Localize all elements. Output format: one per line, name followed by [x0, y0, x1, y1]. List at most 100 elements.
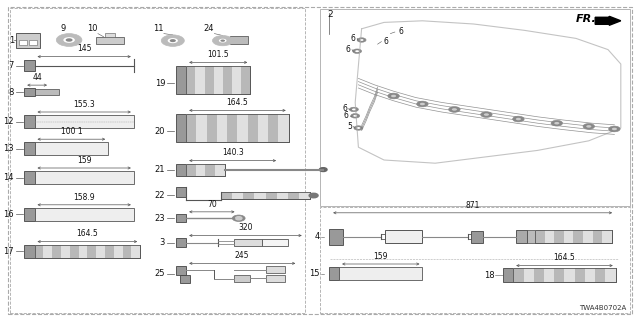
Circle shape [349, 107, 358, 112]
Bar [176, 266, 186, 275]
Circle shape [481, 112, 492, 117]
Circle shape [449, 107, 460, 112]
Bar [35, 245, 44, 258]
Circle shape [232, 215, 245, 221]
Bar [70, 245, 79, 258]
Text: 6: 6 [342, 104, 347, 113]
Circle shape [212, 36, 233, 46]
Circle shape [63, 37, 75, 43]
Bar [583, 230, 593, 243]
Bar [232, 192, 243, 199]
Bar [186, 66, 195, 94]
Text: 13: 13 [3, 144, 14, 153]
Text: 44: 44 [32, 73, 42, 82]
Circle shape [417, 101, 428, 107]
Bar [320, 207, 630, 313]
Bar [300, 192, 310, 199]
Text: 320: 320 [238, 223, 253, 232]
Bar [262, 239, 288, 246]
Bar [186, 66, 250, 94]
Bar [35, 245, 140, 258]
Circle shape [357, 38, 366, 42]
Bar [232, 66, 241, 94]
Text: 1: 1 [9, 36, 14, 45]
Bar [266, 275, 285, 282]
Circle shape [609, 126, 620, 132]
Bar [24, 142, 35, 155]
Bar [24, 88, 35, 96]
Bar [221, 192, 232, 199]
Bar [575, 268, 585, 282]
Text: 7: 7 [9, 61, 14, 70]
Text: 8: 8 [9, 88, 14, 97]
Text: 140.3: 140.3 [222, 148, 243, 157]
Bar [554, 268, 564, 282]
Bar [277, 192, 288, 199]
Circle shape [161, 35, 184, 46]
Bar [535, 230, 612, 243]
Bar [237, 114, 248, 142]
Circle shape [56, 34, 82, 46]
Bar [176, 66, 186, 94]
Bar [258, 114, 268, 142]
Text: 22: 22 [155, 191, 165, 200]
Circle shape [236, 217, 242, 220]
Bar [513, 268, 524, 282]
Bar [186, 114, 196, 142]
Bar [214, 66, 223, 94]
Bar [255, 192, 266, 199]
Bar [79, 245, 88, 258]
Bar [35, 171, 134, 184]
Bar [61, 245, 70, 258]
Bar [205, 164, 215, 176]
Bar [527, 230, 535, 243]
Bar [24, 208, 35, 221]
Bar [29, 40, 37, 45]
Bar [96, 245, 105, 258]
Bar [535, 230, 545, 243]
Bar [176, 238, 186, 247]
Bar [195, 66, 205, 94]
Bar [241, 66, 250, 94]
Bar [288, 192, 300, 199]
Bar [186, 66, 250, 94]
Circle shape [168, 38, 178, 43]
Bar [35, 245, 140, 258]
Bar [221, 192, 310, 199]
Circle shape [353, 115, 357, 117]
Bar [131, 245, 140, 258]
FancyArrow shape [595, 16, 621, 25]
Bar [196, 164, 205, 176]
Text: 871: 871 [465, 201, 480, 210]
Bar [605, 268, 616, 282]
Bar [544, 268, 554, 282]
Bar [176, 164, 186, 176]
Circle shape [452, 108, 457, 111]
Text: 12: 12 [4, 117, 14, 126]
Bar [186, 164, 196, 176]
Bar [176, 214, 186, 222]
Bar [10, 8, 305, 313]
Circle shape [586, 125, 591, 128]
Bar [35, 115, 134, 128]
Bar [585, 268, 595, 282]
Bar [595, 268, 605, 282]
Bar [24, 245, 35, 258]
Text: 10: 10 [87, 24, 97, 33]
Bar [554, 230, 564, 243]
Text: 155.3: 155.3 [74, 100, 95, 109]
Bar [186, 164, 225, 176]
Bar [564, 230, 573, 243]
Bar [573, 230, 583, 243]
Bar [24, 60, 35, 71]
Bar [320, 9, 630, 206]
Text: 5: 5 [347, 122, 352, 131]
Bar [385, 230, 422, 243]
Circle shape [420, 103, 425, 105]
Text: 164.5: 164.5 [554, 253, 575, 262]
Text: 101.5: 101.5 [207, 50, 229, 59]
Text: 25: 25 [155, 269, 165, 278]
Circle shape [170, 39, 176, 42]
Text: TWA4B0702A: TWA4B0702A [579, 305, 626, 311]
Text: 6: 6 [346, 45, 351, 54]
